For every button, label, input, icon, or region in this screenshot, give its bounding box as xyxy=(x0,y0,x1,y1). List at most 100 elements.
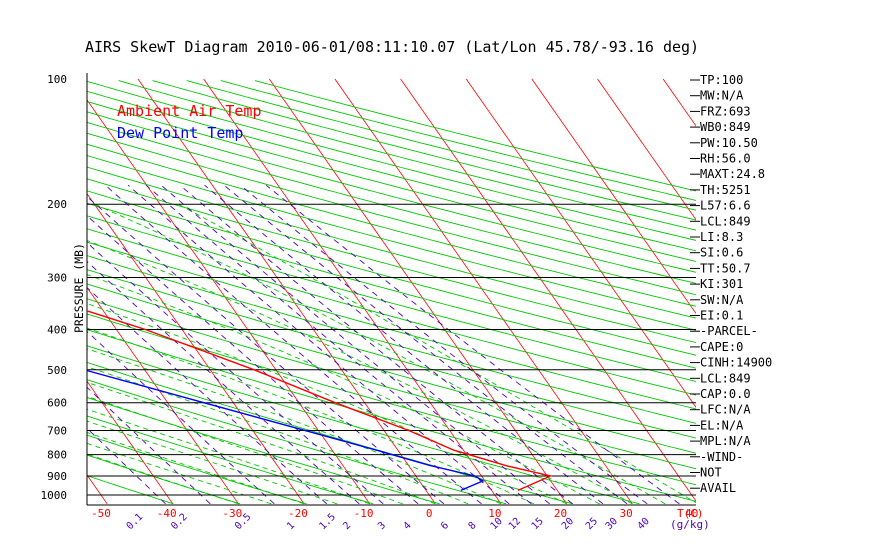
mixing-ratio-unit-label: (g/kg) xyxy=(670,518,710,531)
moist-adiabat-line xyxy=(87,453,239,505)
stability-index-item: LCL:849 xyxy=(700,214,751,228)
bottom-temperature-tick-label: -10 xyxy=(354,507,374,520)
stability-index-item: CINH:14900 xyxy=(700,356,772,370)
stability-index-item: TT:50.7 xyxy=(700,261,751,275)
isotherm-line xyxy=(0,79,42,504)
ambient-air-temp-line xyxy=(87,310,553,492)
pressure-tick-label: 1000 xyxy=(41,489,68,502)
moist-adiabat-line xyxy=(87,420,338,505)
stability-index-item: SW:N/A xyxy=(700,293,744,307)
dry-adiabat-line xyxy=(87,228,696,396)
mixing-ratio-tick-label: 8 xyxy=(467,520,479,532)
mixing-ratio-line xyxy=(127,184,510,505)
stability-index-item: MW:N/A xyxy=(700,89,744,103)
dry-adiabat-line xyxy=(87,215,696,382)
dry-adiabat-line xyxy=(87,298,696,470)
moist-adiabat-line xyxy=(94,203,666,505)
mixing-ratio-tick-label: 15 xyxy=(530,516,546,532)
mixing-ratio-line xyxy=(160,184,550,505)
legend-dew-point-temp: Dew Point Temp xyxy=(117,124,243,142)
stability-index-item: WB0:849 xyxy=(700,120,751,134)
bottom-temperature-tick-label: -20 xyxy=(288,507,308,520)
y-axis-label: PRESSURE (MB) xyxy=(72,243,86,333)
isotherm-line xyxy=(203,78,502,505)
dry-adiabat-line xyxy=(87,415,374,505)
stability-index-item: TH:5251 xyxy=(700,183,751,197)
stability-index-item: CAP:0.0 xyxy=(700,387,751,401)
dry-adiabat-line xyxy=(87,396,440,505)
stability-index-item: KI:301 xyxy=(700,277,743,291)
pressure-tick-labels: 100 200 300 400 500 600 700 800 900 1000 xyxy=(41,73,68,502)
mixing-ratio-line xyxy=(145,184,532,505)
mixing-ratio-labels: 0.1 0.2 0.5 1 1.5 2 3 4 6 8 10 12 15 20 25 30 40 xyxy=(125,512,652,533)
stability-index-item: LCL:849 xyxy=(700,371,751,385)
mixing-ratio-tick-label: 25 xyxy=(584,516,600,532)
stability-index-item: FRZ:693 xyxy=(700,104,751,118)
legend-ambient-air-temp: Ambient Air Temp xyxy=(117,102,262,120)
dry-adiabat-line xyxy=(254,80,696,192)
dry-adiabat-line xyxy=(220,80,696,201)
stability-index-item: PW:10.50 xyxy=(700,136,758,150)
bottom-temperature-tick-label: 30 xyxy=(620,507,633,520)
bottom-temperature-tick-label: 10 xyxy=(488,507,501,520)
background-grid xyxy=(0,78,870,505)
dry-adiabat-line xyxy=(87,166,696,331)
stability-index-item: EI:0.1 xyxy=(700,309,743,323)
stability-index-item: RH:56.0 xyxy=(700,152,751,166)
bottom-temperature-tick-label: -40 xyxy=(157,507,177,520)
bottom-temperature-tick-label: 40 xyxy=(685,507,698,520)
moist-adiabat-line xyxy=(87,240,633,505)
mixing-ratio-tick-label: 40 xyxy=(636,516,652,532)
mixing-ratio-tick-label: 0.1 xyxy=(125,512,146,533)
mixing-ratio-line xyxy=(87,330,275,505)
moist-adiabat-line xyxy=(177,203,696,504)
mixing-ratio-line xyxy=(240,184,648,505)
dry-adiabat-line xyxy=(87,345,640,505)
bottom-temperature-tick-label: -30 xyxy=(222,507,242,520)
moist-adiabat-line xyxy=(87,442,272,505)
bottom-temperature-tick-label: 20 xyxy=(554,507,567,520)
isotherm-line xyxy=(334,78,633,505)
isotherm-line xyxy=(465,78,696,408)
moist-adiabat-line xyxy=(87,431,305,505)
mixing-ratio-line xyxy=(223,184,628,505)
mixing-ratio-tick-label: 2 xyxy=(341,520,353,532)
dry-adiabat-line xyxy=(87,132,696,296)
dry-adiabat-line xyxy=(87,329,696,502)
dry-adiabat-line xyxy=(87,178,696,344)
stability-index-item: LFC:N/A xyxy=(700,403,751,417)
mixing-ratio-tick-label: 30 xyxy=(604,516,620,532)
isotherm-line xyxy=(137,78,436,505)
bottom-temperature-tick-label: 0 xyxy=(426,507,433,520)
isotherm-line xyxy=(794,79,870,504)
stability-index-item: MAXT:24.8 xyxy=(700,167,765,181)
mixing-ratio-tick-label: 1 xyxy=(285,520,297,532)
isotherm-line xyxy=(860,79,870,504)
pressure-tick-label: 400 xyxy=(47,323,67,336)
mixing-ratio-line xyxy=(179,184,573,505)
dry-adiabat-line xyxy=(87,283,696,454)
dry-adiabat-line xyxy=(118,80,696,231)
moist-adiabat-line xyxy=(87,348,502,505)
isotherm-line xyxy=(87,380,174,505)
isotherm-line xyxy=(87,474,108,505)
bottom-temperature-tick-label: -50 xyxy=(91,507,111,520)
stability-index-item: CAPE:0 xyxy=(700,340,743,354)
dry-adiabat-line xyxy=(87,111,696,273)
dry-adiabat-line xyxy=(87,361,573,505)
mixing-ratio-line xyxy=(105,184,482,505)
mixing-ratio-line xyxy=(204,184,604,505)
dry-adiabat-line xyxy=(87,269,696,439)
dry-adiabat-line xyxy=(87,100,696,262)
pressure-tick-label: 700 xyxy=(47,425,67,438)
pressure-tick-label: 100 xyxy=(47,73,67,86)
mixing-ratio-line xyxy=(265,184,680,505)
moist-adiabat-line xyxy=(87,381,436,505)
stability-index-item: SI:0.6 xyxy=(700,246,743,260)
isotherm-line xyxy=(87,286,239,505)
isotherm-line xyxy=(400,78,696,502)
mixing-ratio-tick-label: 4 xyxy=(402,520,414,532)
pressure-tick-label: 500 xyxy=(47,364,67,377)
dew-point-temp-line xyxy=(87,369,485,492)
